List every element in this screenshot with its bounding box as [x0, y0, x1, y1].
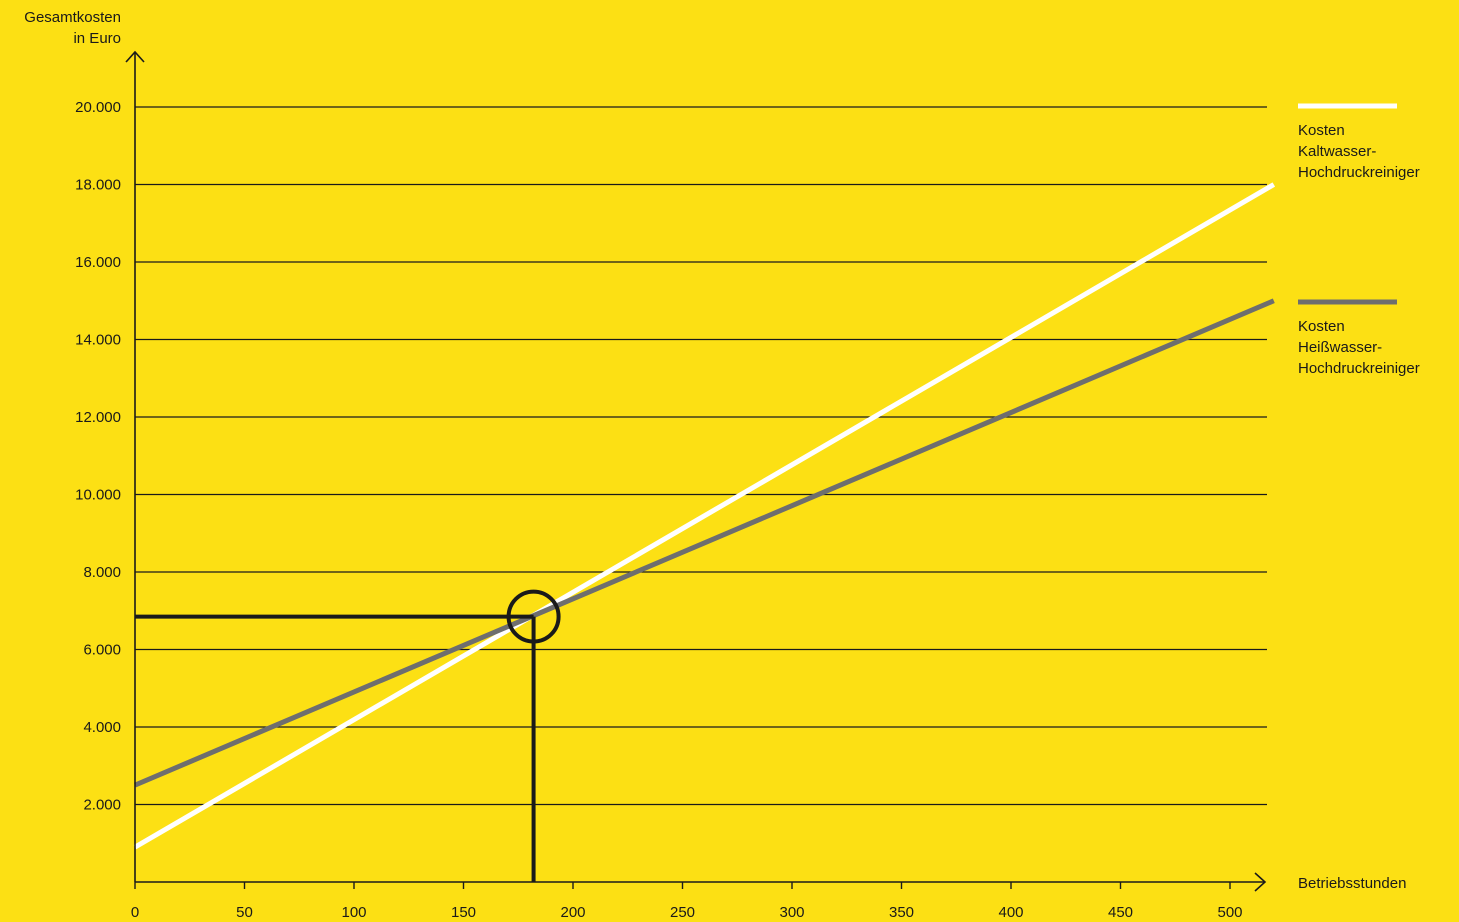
series-line-2	[134, 298, 1275, 788]
x-axis-arrow-icon	[1254, 872, 1267, 892]
x-tick-label: 100	[341, 904, 366, 921]
legend-label-1: Kosten	[1298, 122, 1345, 139]
x-tick-label: 50	[236, 904, 253, 921]
y-tick-label: 14.000	[75, 332, 121, 349]
y-axis-arrow-icon	[125, 50, 145, 63]
legend: Kosten Kaltwasser- Hochdruckreiniger Kosten…	[1298, 103, 1420, 377]
axis-labels: 2.000 4.000 6.000 8.000 10.000 12.000 14.000 16…	[24, 9, 1406, 921]
x-tick-label: 300	[779, 904, 804, 921]
x-tick-label: 450	[1108, 904, 1133, 921]
legend-label-2: Hochdruckreiniger	[1298, 360, 1420, 377]
x-tick-label: 150	[451, 904, 476, 921]
y-axis-title: in Euro	[73, 30, 121, 47]
x-tick-label: 250	[670, 904, 695, 921]
x-tick-label: 0	[131, 904, 139, 921]
x-tick-label: 350	[889, 904, 914, 921]
legend-label-2: Kosten	[1298, 318, 1345, 335]
break-even-circle	[506, 589, 561, 644]
y-tick-label: 10.000	[75, 487, 121, 504]
legend-label-2: Heißwasser-	[1298, 339, 1382, 356]
x-tick-label: 500	[1217, 904, 1242, 921]
y-tick-label: 16.000	[75, 254, 121, 271]
series-lines	[133, 182, 1276, 850]
y-tick-label: 8.000	[83, 564, 121, 581]
y-tick-label: 18.000	[75, 177, 121, 194]
series-line-1	[133, 182, 1276, 850]
x-tick-label: 400	[998, 904, 1023, 921]
y-axis-title: Gesamtkosten	[24, 9, 121, 26]
legend-label-1: Kaltwasser-	[1298, 143, 1376, 160]
break-even-annotation	[135, 589, 561, 882]
y-tick-label: 4.000	[83, 719, 121, 736]
axes	[125, 50, 1267, 892]
legend-label-1: Hochdruckreiniger	[1298, 164, 1420, 181]
y-tick-label: 6.000	[83, 642, 121, 659]
y-tick-label: 20.000	[75, 99, 121, 116]
gridlines	[135, 106, 1267, 806]
y-tick-label: 12.000	[75, 409, 121, 426]
x-tick-label: 200	[560, 904, 585, 921]
y-tick-label: 2.000	[83, 797, 121, 814]
x-axis-title: Betriebsstunden	[1298, 875, 1406, 892]
